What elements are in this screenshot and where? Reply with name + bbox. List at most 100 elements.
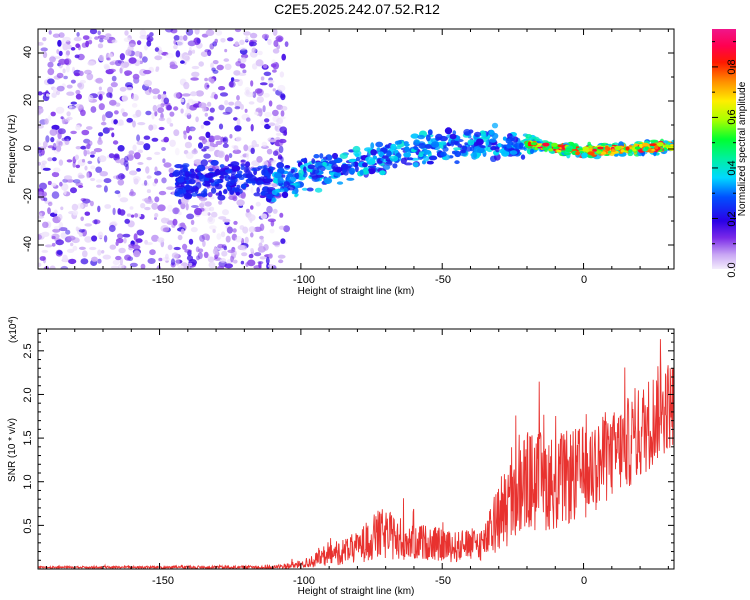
spectrogram-noise-blob: [122, 112, 128, 117]
spectrogram-signal-blob: [379, 151, 384, 158]
spectrogram-noise-blob: [166, 186, 175, 190]
spectrogram-noise-blob: [250, 248, 254, 253]
spectrogram-noise-blob: [43, 197, 48, 202]
spectrogram-signal-blob: [189, 168, 195, 173]
spectrogram-noise-blob: [103, 185, 108, 193]
spectrogram-signal-blob: [404, 143, 410, 147]
spectrogram-noise-blob: [178, 199, 182, 205]
spectrogram-signal-blob: [227, 176, 237, 180]
spectrogram-noise-blob: [254, 252, 262, 257]
spectrogram-noise-blob: [198, 136, 206, 141]
spectrogram-noise-blob: [240, 159, 246, 163]
spectrogram-noise-blob: [66, 111, 71, 117]
spectrogram-noise-blob: [210, 78, 215, 84]
spectrogram-noise-blob: [239, 63, 246, 69]
spectrogram-noise-blob: [50, 111, 56, 117]
spectrogram-noise-blob: [108, 153, 115, 159]
spectrogram-signal-blob: [219, 164, 225, 169]
spectrogram-noise-blob: [132, 120, 136, 128]
spectrogram-area: [38, 29, 674, 269]
spectrogram-signal-blob: [233, 187, 241, 193]
spectrogram-noise-blob: [166, 117, 172, 125]
spectrogram-noise-blob: [163, 136, 169, 143]
spectrogram-noise-blob: [217, 265, 225, 269]
spectrogram-signal-blob: [663, 140, 669, 144]
spectrogram-noise-blob: [275, 122, 279, 127]
bottom-ytick-label: 0.5: [22, 518, 34, 533]
spectrogram-noise-blob: [214, 38, 218, 44]
spectrogram-noise-blob: [50, 137, 55, 143]
spectrogram-noise-blob: [221, 244, 227, 249]
spectrogram-noise-blob: [272, 208, 278, 214]
spectrogram-signal-blob: [197, 172, 202, 177]
spectrogram-noise-blob: [247, 259, 256, 267]
spectrogram-noise-blob: [228, 153, 233, 159]
spectrogram-signal-blob: [175, 193, 180, 197]
spectrogram-noise-blob: [39, 212, 43, 217]
spectrogram-signal-blob: [256, 187, 261, 194]
spectrogram-noise-blob: [133, 250, 141, 258]
spectrogram-signal-blob: [348, 159, 356, 163]
spectrogram-signal-blob: [495, 146, 500, 153]
spectrogram-signal-blob: [520, 154, 526, 160]
spectrogram-noise-blob: [173, 39, 177, 45]
spectrogram-noise-blob: [173, 92, 181, 99]
spectrogram-noise-blob: [107, 127, 115, 131]
spectrogram-noise-blob: [244, 86, 251, 93]
spectrogram-signal-blob: [476, 147, 485, 154]
spectrogram-noise-blob: [45, 93, 50, 97]
colorbar-tick-label: 0.0: [726, 262, 738, 277]
spectrogram-noise-blob: [86, 143, 91, 150]
spectrogram-signal-blob: [257, 180, 264, 184]
spectrogram-noise-blob: [264, 111, 272, 118]
spectrogram-noise-blob: [208, 135, 215, 143]
spectrogram-ridge-blob: [645, 146, 649, 150]
spectrogram-noise-blob: [58, 58, 67, 65]
spectrogram-signal-blob: [340, 163, 349, 170]
spectrogram-noise-blob: [66, 84, 73, 89]
spectrogram-noise-blob: [212, 228, 216, 233]
spectrogram-noise-blob: [86, 172, 90, 179]
spectrogram-noise-blob: [218, 86, 226, 91]
spectrogram-noise-blob: [191, 149, 198, 155]
bottom-yaxis-scale: (x104): [8, 316, 20, 343]
spectrogram-signal-blob: [312, 167, 320, 174]
spectrogram-noise-blob: [124, 30, 129, 36]
spectrogram-noise-blob: [154, 196, 160, 203]
spectrogram-signal-blob: [204, 173, 214, 179]
spectrogram-noise-blob: [248, 101, 255, 105]
spectrogram-noise-blob: [41, 160, 47, 165]
spectrogram-noise-blob: [51, 124, 60, 131]
spectrogram-noise-blob: [236, 118, 241, 126]
spectrogram-panel: -150 -100 -50 0 Height of straight line …: [7, 28, 675, 297]
spectrogram-noise-blob: [72, 245, 78, 251]
spectrogram-noise-blob: [268, 139, 277, 143]
spectrogram-noise-blob: [98, 132, 104, 137]
spectrogram-noise-blob: [121, 94, 129, 102]
spectrogram-signal-blob: [234, 173, 243, 178]
spectrogram-noise-blob: [157, 49, 163, 55]
spectrogram-noise-blob: [204, 201, 212, 207]
spectrogram-noise-blob: [213, 93, 218, 100]
spectrogram-noise-blob: [94, 36, 99, 40]
spectrogram-signal-blob: [323, 177, 333, 184]
spectrogram-noise-blob: [55, 239, 64, 246]
spectrogram-signal-blob: [291, 190, 296, 195]
snr-panel: -150 -100 -50 0 Height of straight line …: [7, 316, 675, 597]
spectrogram-signal-blob: [182, 164, 188, 170]
spectrogram-noise-blob: [229, 80, 234, 88]
spectrogram-noise-blob: [169, 111, 175, 117]
spectrogram-noise-blob: [251, 63, 258, 70]
spectrogram-noise-blob: [212, 247, 219, 255]
spectrogram-noise-blob: [144, 44, 148, 51]
spectrogram-noise-blob: [151, 112, 155, 120]
spectrogram-noise-blob: [97, 43, 104, 49]
spectrogram-noise-blob: [42, 37, 47, 42]
spectrogram-noise-blob: [168, 167, 175, 174]
spectrogram-noise-blob: [75, 124, 81, 131]
spectrogram-noise-blob: [62, 68, 66, 74]
spectrogram-noise-blob: [250, 186, 254, 194]
spectrogram-ridge-blob: [604, 145, 609, 151]
spectrogram-noise-blob: [122, 233, 131, 238]
spectrogram-noise-blob: [199, 234, 205, 242]
